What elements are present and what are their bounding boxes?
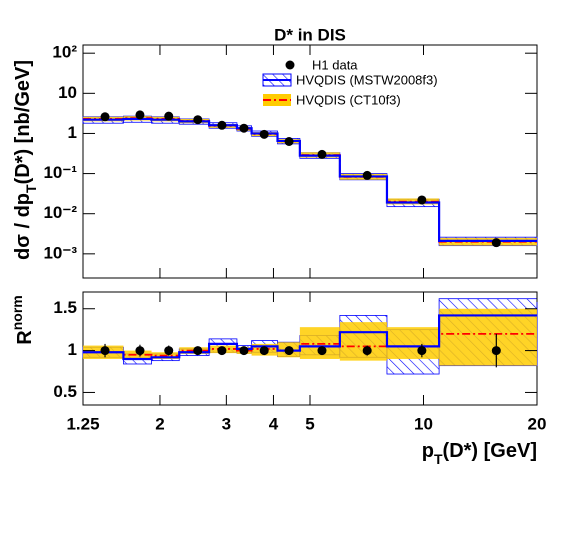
y-tick-label: 10⁻³ xyxy=(43,243,77,262)
data-point xyxy=(491,346,501,356)
legend-label: H1 data xyxy=(312,57,358,72)
data-point xyxy=(239,346,249,356)
prediction-line xyxy=(83,117,537,243)
data-point xyxy=(259,346,269,356)
y-tick-label: 10⁻² xyxy=(43,203,77,222)
legend-marker xyxy=(263,94,291,106)
prediction-line xyxy=(83,314,537,361)
y-axis-label-part: dσ / dp xyxy=(12,193,34,260)
data-point xyxy=(135,346,145,356)
y-tick-label: 1 xyxy=(68,123,77,142)
data-point xyxy=(135,110,145,120)
x-axis-label-part: T xyxy=(434,451,443,467)
data-point xyxy=(362,346,372,356)
band xyxy=(123,350,152,359)
data-point xyxy=(491,238,501,248)
x-tick-label: 1.25 xyxy=(66,414,99,433)
legend-marker xyxy=(285,60,295,70)
x-tick-label: 20 xyxy=(528,414,547,433)
band xyxy=(339,322,387,361)
x-tick-label: 5 xyxy=(305,414,314,433)
data-point xyxy=(217,120,227,130)
x-axis-label: pT(D*) [GeV] xyxy=(422,440,537,466)
data-point xyxy=(284,346,294,356)
legend-label: HVQDIS (CT10f3) xyxy=(296,92,401,107)
y-tick-label: 10⁻¹ xyxy=(43,163,77,182)
data-point xyxy=(317,149,327,159)
data-point xyxy=(193,115,203,125)
y-axis-label-part: norm xyxy=(9,295,25,330)
data-point xyxy=(100,346,110,356)
prediction-line xyxy=(83,332,537,357)
legend-label: HVQDIS (MSTW2008f3) xyxy=(296,72,438,87)
x-axis-label-part: (D*) [GeV] xyxy=(443,440,537,462)
x-tick-label: 3 xyxy=(222,414,231,433)
y-tick-label: 10 xyxy=(58,83,77,102)
x-axis-label-part: p xyxy=(422,440,434,462)
data-point xyxy=(284,137,294,147)
data-point xyxy=(259,129,269,139)
y-axis-label: dσ / dpT(D*) [nb/GeV] xyxy=(12,60,38,260)
data-point xyxy=(362,170,372,180)
data-point xyxy=(100,112,110,122)
data-point xyxy=(239,123,249,133)
x-tick-label: 2 xyxy=(155,414,164,433)
data-point xyxy=(193,346,203,356)
data-point xyxy=(164,111,174,121)
y-axis-label-part: T xyxy=(23,184,39,193)
data-point xyxy=(417,346,427,356)
y-tick-label: 0.5 xyxy=(53,382,77,401)
band xyxy=(439,308,537,366)
chart-title: D* in DIS xyxy=(274,25,346,44)
y-tick-label: 1 xyxy=(68,340,77,359)
x-tick-label: 10 xyxy=(414,414,433,433)
y-tick-label: 10² xyxy=(52,43,77,62)
x-tick-label: 4 xyxy=(269,414,279,433)
y-axis-label: Rnorm xyxy=(9,295,37,344)
data-point xyxy=(164,346,174,356)
data-point xyxy=(317,346,327,356)
y-axis-label-part: (D*) [nb/GeV] xyxy=(12,60,34,184)
y-tick-label: 1.5 xyxy=(53,298,77,317)
data-point xyxy=(417,195,427,205)
band xyxy=(386,327,440,359)
y-axis-label-part: R xyxy=(14,330,36,345)
data-point xyxy=(217,346,227,356)
